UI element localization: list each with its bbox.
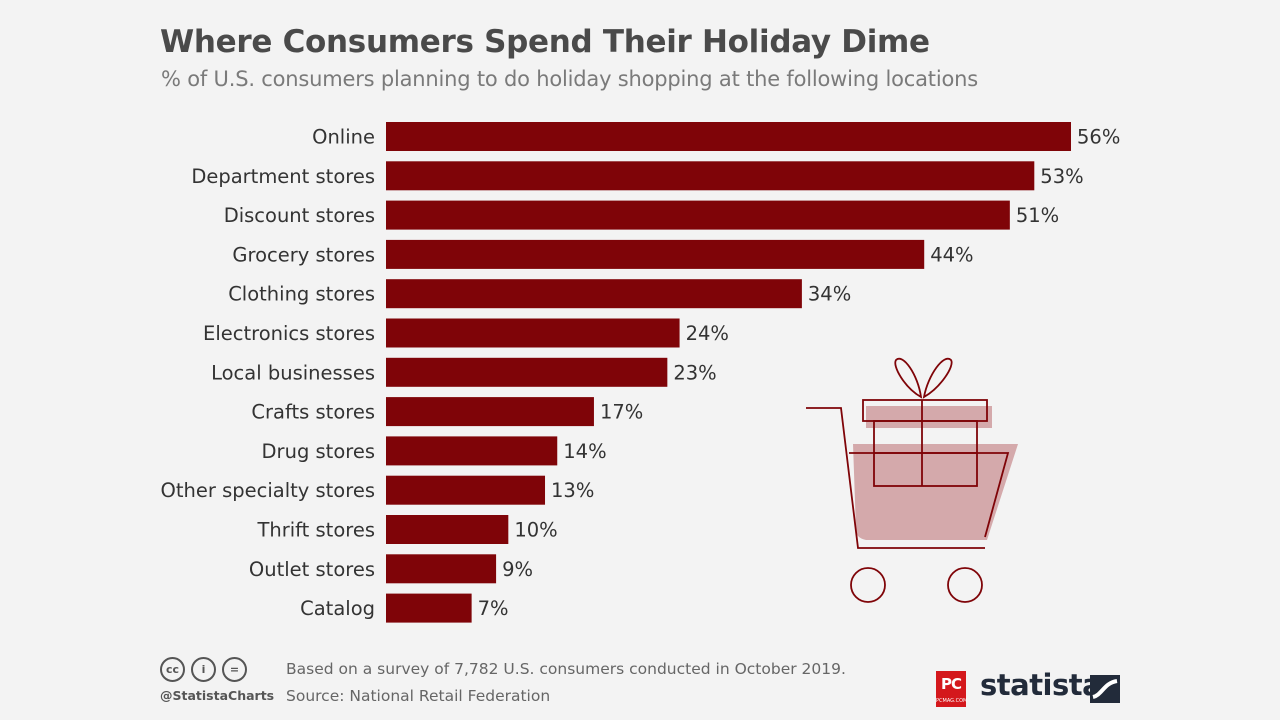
category-label-2: Discount stores xyxy=(224,204,375,227)
license-icons: cc i = xyxy=(160,657,247,682)
gift-bow-right xyxy=(922,357,953,399)
category-label-12: Catalog xyxy=(300,597,375,620)
value-label-6: 23% xyxy=(673,361,716,384)
bar-chart: Online 56% Department stores 53% Discount st… xyxy=(161,122,1120,623)
value-label-4: 34% xyxy=(808,283,851,306)
value-label-1: 53% xyxy=(1040,165,1083,188)
category-label-5: Electronics stores xyxy=(203,322,375,345)
bar-6 xyxy=(386,357,668,387)
value-label-2: 51% xyxy=(1016,204,1059,227)
bar-4 xyxy=(386,279,802,309)
value-label-10: 10% xyxy=(514,519,557,542)
cart-handle-frame xyxy=(806,407,985,549)
category-label-3: Grocery stores xyxy=(232,243,375,266)
category-label-11: Outlet stores xyxy=(249,558,375,581)
value-label-5: 24% xyxy=(686,322,729,345)
category-label-9: Other specialty stores xyxy=(161,479,375,502)
cart-wheel-left xyxy=(850,567,886,603)
survey-note: Based on a survey of 7,782 U.S. consumer… xyxy=(286,660,846,678)
statista-logo: statista xyxy=(980,668,1102,702)
value-label-0: 56% xyxy=(1077,126,1120,149)
category-label-8: Drug stores xyxy=(262,440,375,463)
bar-7 xyxy=(386,397,594,427)
gift-lid-shadow xyxy=(866,406,992,428)
no-derivatives-icon: = xyxy=(222,657,247,682)
cc-icon: cc xyxy=(160,657,185,682)
value-label-7: 17% xyxy=(600,401,643,424)
cart-wheel-right xyxy=(947,567,983,603)
category-label-1: Department stores xyxy=(191,165,375,188)
category-label-4: Clothing stores xyxy=(228,283,375,306)
cart-basket-outline xyxy=(849,452,1010,538)
category-label-0: Online xyxy=(312,126,375,149)
statista-logo-icon xyxy=(1090,675,1120,703)
cart-basket-fill xyxy=(853,444,1018,540)
pcmag-logo: PC xyxy=(936,671,966,707)
bar-12 xyxy=(386,593,472,623)
chart-title: Where Consumers Spend Their Holiday Dime xyxy=(160,24,930,60)
bar-10 xyxy=(386,515,509,544)
statista-handle: @StatistaCharts xyxy=(160,688,275,703)
bar-0 xyxy=(386,122,1071,151)
value-label-11: 9% xyxy=(502,558,533,581)
category-label-10: Thrift stores xyxy=(256,519,375,542)
bar-11 xyxy=(386,554,497,584)
value-label-3: 44% xyxy=(930,243,973,266)
value-label-9: 13% xyxy=(551,479,594,502)
bar-5 xyxy=(386,318,680,348)
pcmag-logo-subtext: PCMAG.COM xyxy=(936,698,968,704)
category-label-6: Local businesses xyxy=(211,361,375,384)
value-label-12: 7% xyxy=(478,597,509,620)
chart-subtitle: % of U.S. consumers planning to do holid… xyxy=(161,67,978,91)
bar-9 xyxy=(386,475,546,505)
bar-3 xyxy=(386,239,925,269)
bar-8 xyxy=(386,436,558,466)
shopping-cart-with-gift-icon xyxy=(806,357,1018,603)
bar-1 xyxy=(386,161,1035,191)
source-note: Source: National Retail Federation xyxy=(286,687,551,705)
value-label-8: 14% xyxy=(563,440,606,463)
bars-layer: Online 56% Department stores 53% Discount st… xyxy=(161,122,1120,623)
gift-bow-left xyxy=(894,357,923,399)
bar-2 xyxy=(386,200,1010,230)
category-label-7: Crafts stores xyxy=(251,401,375,424)
attribution-icon: i xyxy=(191,657,216,682)
